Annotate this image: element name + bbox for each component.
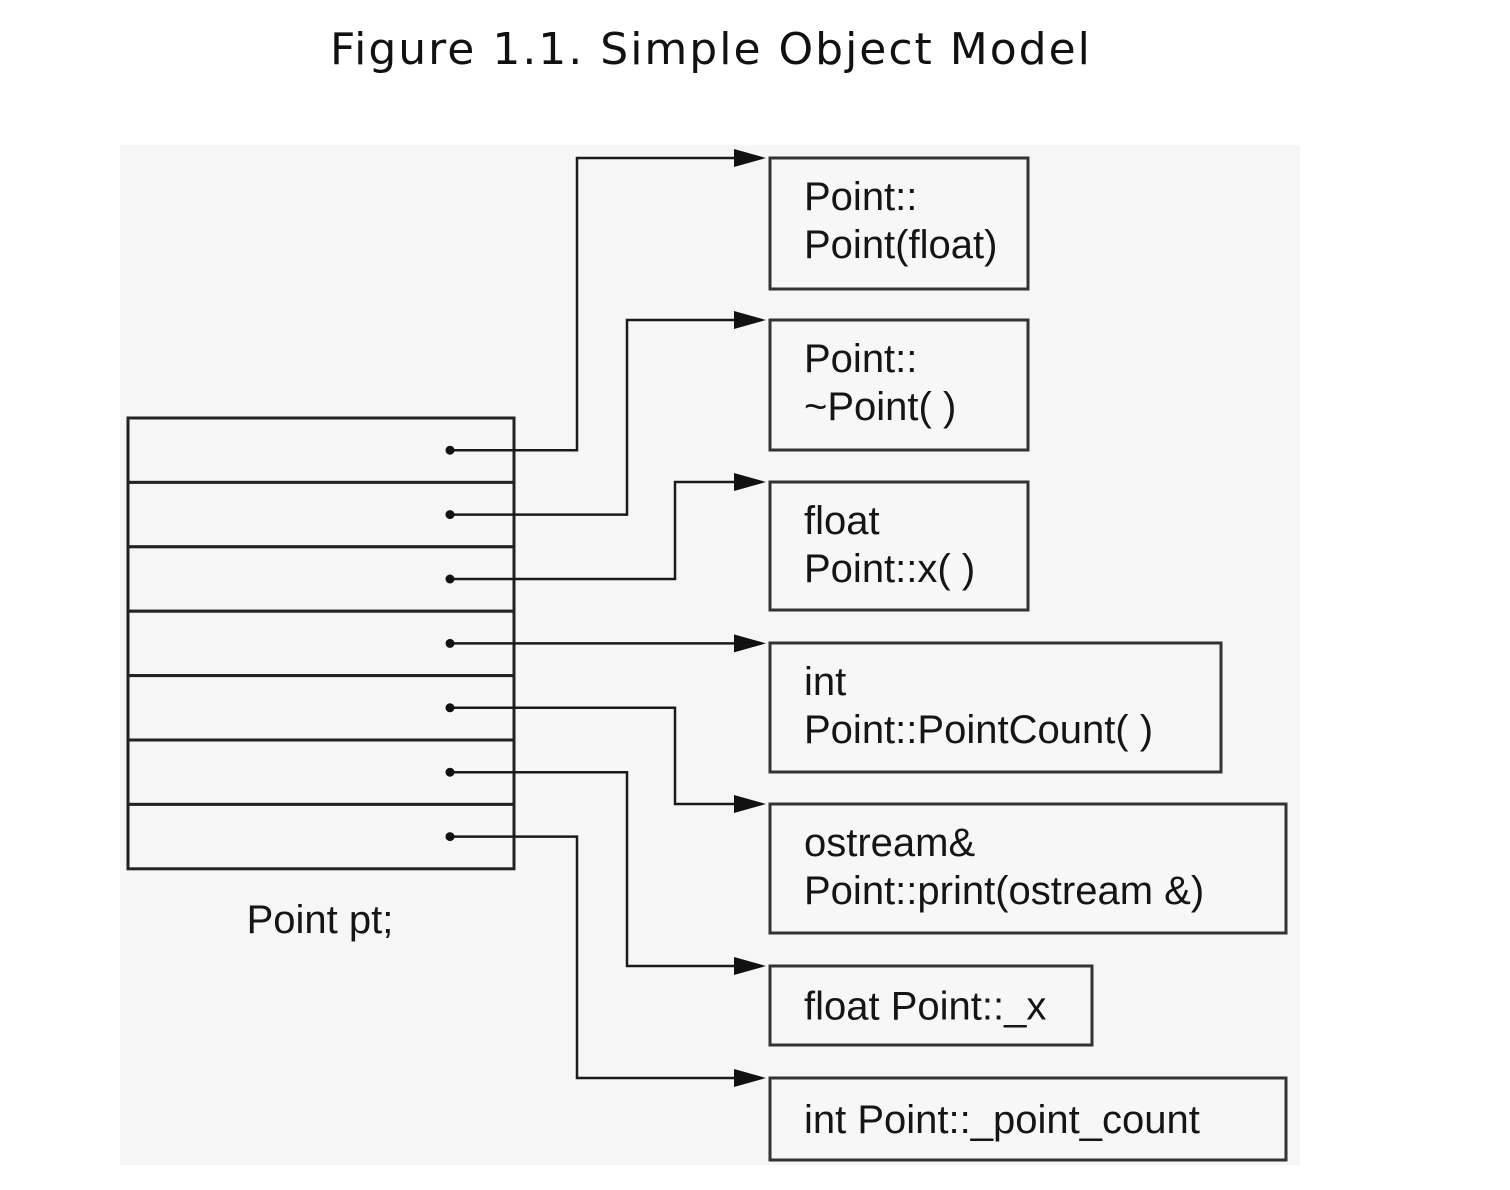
member-text-line: Point::print(ostream &) bbox=[804, 869, 1204, 913]
member-text-line: Point(float) bbox=[804, 223, 997, 267]
member-text-line: Point::PointCount( ) bbox=[804, 708, 1153, 752]
member-text-line: float bbox=[804, 499, 880, 543]
slot-pointer-dot bbox=[445, 574, 455, 584]
object-label: Point pt; bbox=[247, 898, 394, 942]
arrowhead bbox=[734, 957, 766, 975]
member-text-line: ~Point( ) bbox=[804, 385, 956, 429]
member-text-line: Point::x( ) bbox=[804, 547, 975, 591]
member-box bbox=[768, 964, 1094, 1047]
member-box bbox=[768, 1076, 1288, 1162]
member-text-line: Point:: bbox=[804, 337, 917, 381]
slot-pointer-dot bbox=[445, 703, 455, 713]
member-box-group: int Point::_point_count bbox=[768, 1076, 1288, 1162]
pointer-line bbox=[450, 706, 762, 806]
member-text-line: float Point::_x bbox=[804, 985, 1046, 1029]
member-text-line: ostream& bbox=[804, 821, 975, 865]
pointer-line bbox=[450, 318, 762, 516]
arrowhead bbox=[734, 473, 766, 491]
arrowhead bbox=[734, 1069, 766, 1087]
slot-pointer-dot bbox=[445, 832, 455, 842]
arrowhead bbox=[734, 311, 766, 329]
slot-pointer-dot bbox=[445, 767, 455, 777]
member-box-group: float Point::_x bbox=[768, 964, 1094, 1047]
member-box bbox=[768, 318, 1030, 452]
member-boxes: Point::Point(float)Point::~Point( )float… bbox=[768, 156, 1288, 1162]
member-box bbox=[768, 641, 1223, 774]
slot-pointer-dot bbox=[445, 638, 455, 648]
arrowhead bbox=[734, 149, 766, 167]
pointer-line bbox=[450, 156, 762, 452]
member-text-line: int Point::_point_count bbox=[804, 1098, 1200, 1142]
arrowhead bbox=[734, 634, 766, 653]
slot-pointer-dot bbox=[445, 510, 455, 520]
member-text-line: Point:: bbox=[804, 175, 917, 219]
pointer-line bbox=[450, 480, 762, 581]
member-text-line: int bbox=[804, 660, 846, 704]
arrowhead bbox=[734, 795, 766, 813]
member-box bbox=[768, 156, 1030, 291]
pointer-line bbox=[450, 835, 762, 1080]
pointer-line bbox=[450, 770, 762, 968]
member-box-group: Point::~Point( ) bbox=[768, 318, 1030, 452]
figure-title: Figure 1.1. Simple Object Model bbox=[330, 24, 1092, 75]
member-box-group: ostream&Point::print(ostream &) bbox=[768, 802, 1288, 935]
member-box bbox=[768, 802, 1288, 935]
member-box bbox=[768, 480, 1030, 612]
member-box-group: Point::Point(float) bbox=[768, 156, 1030, 291]
pointer-arrows bbox=[445, 149, 766, 1087]
slot-pointer-dot bbox=[445, 445, 455, 455]
